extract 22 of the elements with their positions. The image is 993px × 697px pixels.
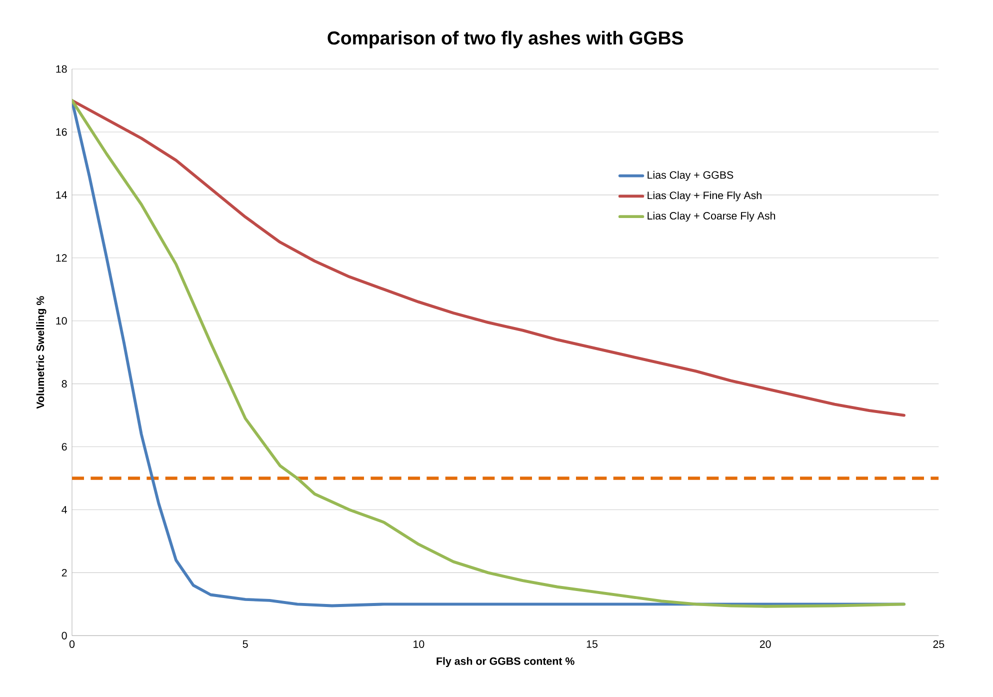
- legend-label: Lias Clay + GGBS: [648, 170, 734, 181]
- y-tick-label: 10: [56, 317, 67, 325]
- x-tick-label: 0: [69, 640, 75, 648]
- legend-label: Lias Clay + Fine Fly Ash: [648, 191, 762, 202]
- chart-title: Comparison of two fly ashes with GGBS: [328, 30, 683, 48]
- y-tick-label: 2: [62, 568, 67, 576]
- y-tick-label: 16: [56, 128, 67, 136]
- x-tick-label: 25: [933, 640, 944, 648]
- y-tick-label: 8: [62, 380, 67, 388]
- x-tick-label: 20: [760, 640, 771, 648]
- x-axis-title: Fly ash or GGBS content %: [436, 657, 574, 668]
- y-tick-label: 6: [62, 443, 67, 451]
- x-tick-label: 15: [586, 640, 598, 648]
- y-tick-label: 0: [62, 632, 67, 640]
- y-tick-label: 12: [56, 254, 67, 262]
- legend-label: Lias Clay + Coarse Fly Ash: [648, 212, 776, 222]
- y-tick-label: 4: [62, 506, 67, 514]
- y-axis-title: Volumetric Swelling %: [36, 296, 46, 409]
- x-tick-label: 10: [414, 640, 424, 648]
- y-tick-label: 14: [56, 191, 67, 199]
- y-tick-label: 18: [56, 65, 67, 73]
- x-tick-label: 5: [242, 640, 248, 648]
